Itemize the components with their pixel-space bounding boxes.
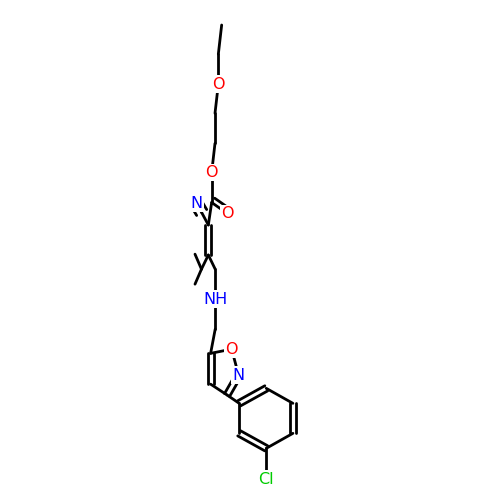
Text: Cl: Cl [258,472,274,486]
Text: O: O [206,165,218,180]
Text: NH: NH [203,292,228,306]
Text: O: O [221,206,234,221]
Text: N: N [232,368,244,382]
Text: N: N [190,196,202,211]
Text: O: O [212,76,224,92]
Text: O: O [226,342,238,356]
